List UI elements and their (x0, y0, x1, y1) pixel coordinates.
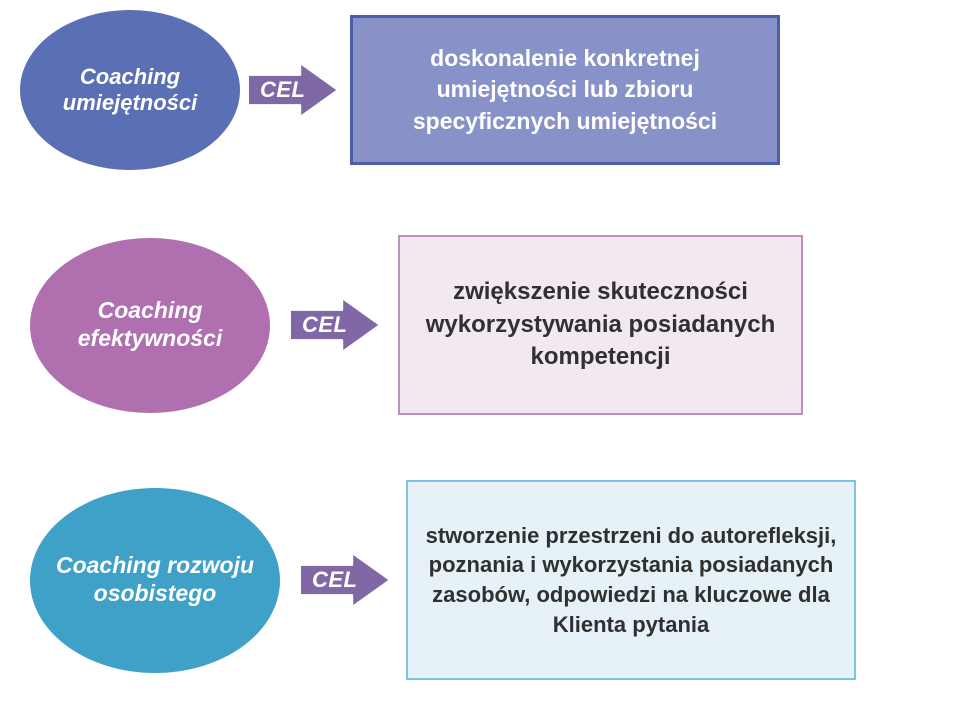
coaching-type-ellipse: Coaching rozwoju osobistego (30, 488, 280, 673)
cel-arrow: CEL (290, 298, 380, 352)
cel-arrow: CEL (248, 63, 338, 117)
diagram-row-0: Coaching umiejętności CEL doskonalenie kon… (0, 10, 959, 170)
goal-box: zwiększenie skuteczności wykorzystywania… (398, 235, 803, 415)
cel-arrow: CEL (300, 553, 390, 607)
cel-arrow-label: CEL (260, 77, 306, 103)
cel-arrow-label: CEL (312, 567, 358, 593)
goal-box: doskonalenie konkretnej umiejętności lub… (350, 15, 780, 165)
diagram-row-2: Coaching rozwoju osobistego CEL stworzenie… (0, 480, 959, 680)
coaching-type-ellipse: Coaching efektywności (30, 238, 270, 413)
coaching-type-ellipse: Coaching umiejętności (20, 10, 240, 170)
diagram-row-1: Coaching efektywności CEL zwiększenie skut… (0, 235, 959, 415)
goal-box: stworzenie przestrzeni do autorefleksji,… (406, 480, 856, 680)
cel-arrow-label: CEL (302, 312, 348, 338)
